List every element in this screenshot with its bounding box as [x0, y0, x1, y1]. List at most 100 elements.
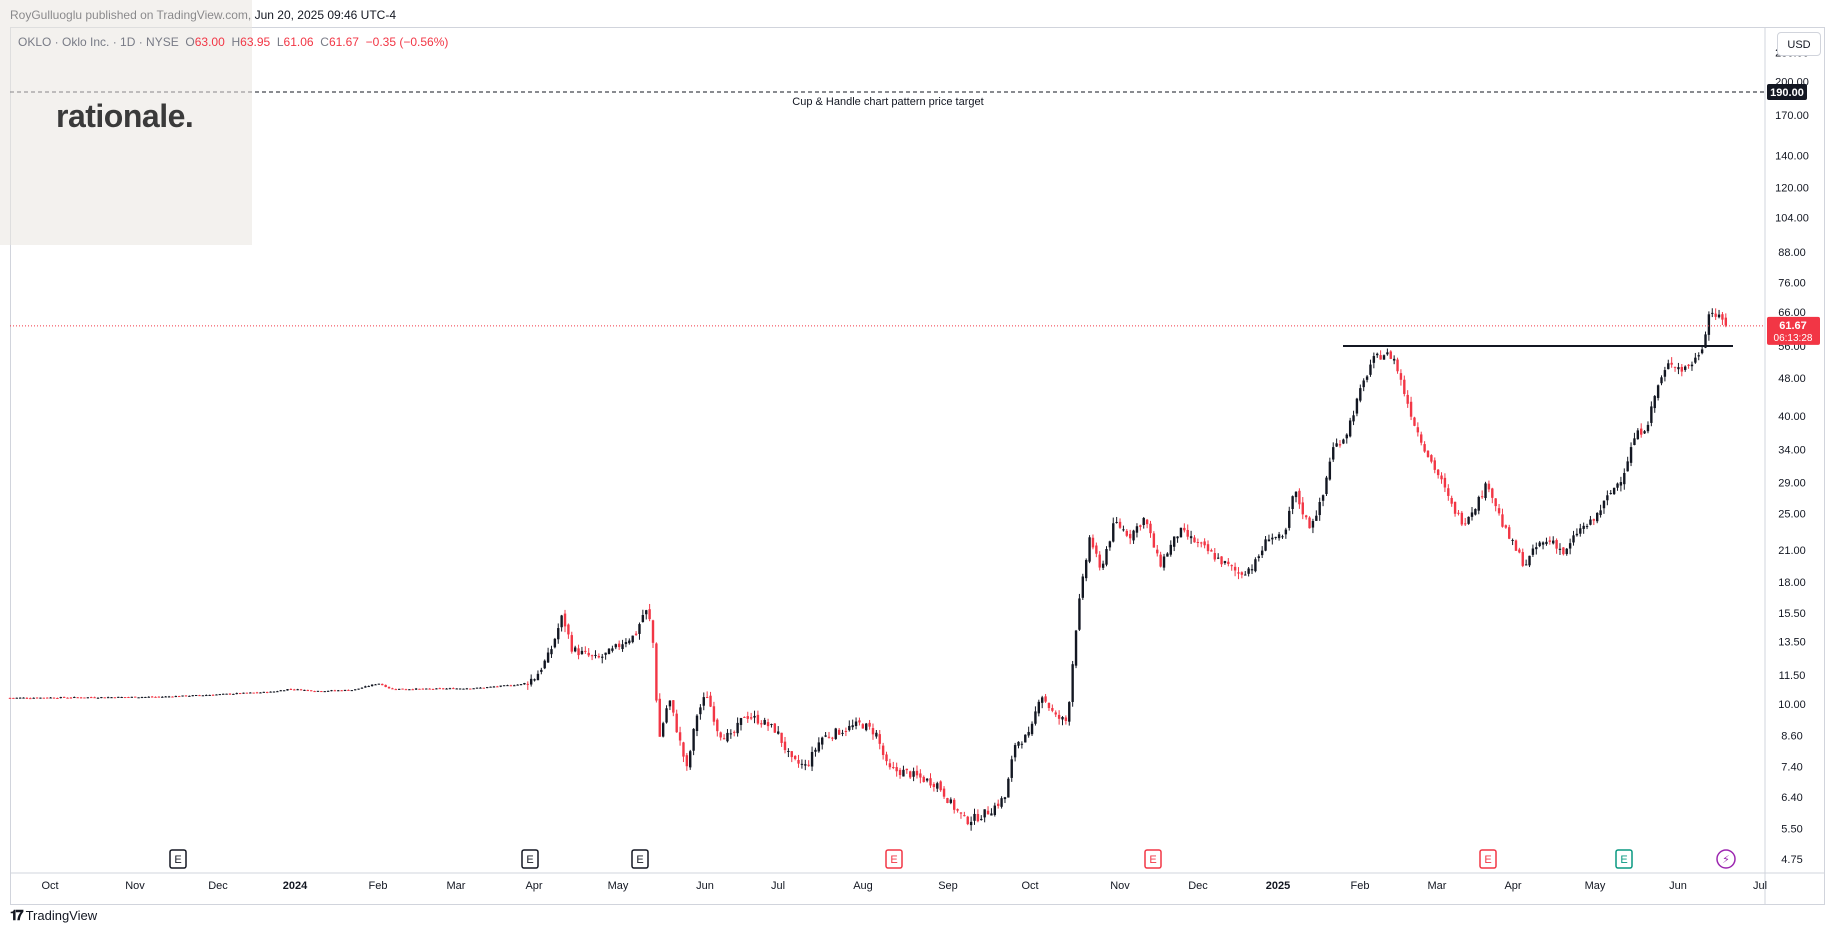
time-tick-label: Jun — [1669, 880, 1687, 892]
flash-icon: ⚡ — [1722, 853, 1730, 866]
price-tick-label: 140.00 — [1775, 151, 1809, 163]
candle-body — [35, 697, 39, 699]
candle-body — [1057, 714, 1061, 719]
candle-body — [1690, 364, 1694, 367]
candle-body — [1430, 455, 1433, 462]
candle-body — [215, 694, 218, 696]
candle-body — [255, 692, 259, 694]
candle-body — [228, 693, 232, 695]
candle-body — [320, 691, 323, 693]
currency-button[interactable]: USD — [1777, 32, 1821, 56]
candle-body — [1667, 363, 1670, 370]
candle-body — [682, 742, 685, 757]
candle-body — [1491, 488, 1494, 498]
candle-body — [1271, 537, 1274, 540]
earnings-event-marker[interactable] — [885, 849, 903, 869]
earnings-event-marker[interactable] — [631, 849, 649, 869]
symbol-legend[interactable]: OKLO · Oklo Inc. · 1D · NYSE O63.00 H63.… — [18, 35, 448, 49]
candle-body — [665, 708, 668, 723]
candle-body — [93, 697, 96, 699]
earnings-event-marker[interactable] — [1479, 849, 1497, 869]
candle-body — [1135, 526, 1139, 533]
candle-body — [766, 722, 770, 727]
candle-body — [242, 692, 245, 694]
candle-body — [1443, 477, 1447, 488]
candle-body — [1575, 533, 1579, 536]
candle-body — [208, 694, 211, 696]
candle-body — [462, 688, 465, 690]
candle-body — [1115, 521, 1118, 523]
candle-body — [1470, 512, 1474, 517]
candle-body — [1274, 536, 1277, 538]
candle-body — [1487, 483, 1491, 490]
legend-low: L61.06 — [276, 35, 314, 49]
candle-body — [465, 688, 469, 690]
candle-body — [1535, 547, 1538, 550]
symbol-name[interactable]: OKLO · Oklo Inc. · 1D · NYSE — [18, 35, 179, 49]
candle-body — [1206, 544, 1210, 552]
candle-body — [1308, 517, 1311, 529]
candle-body — [743, 716, 746, 718]
candle-body — [15, 697, 18, 699]
candle-body — [1545, 541, 1548, 545]
candle-body — [1372, 356, 1376, 363]
candle-body — [1254, 559, 1257, 572]
price-axis[interactable]: 4.75 5.50 6.40 7.40 8.60 10.00 11.50 13.50 15.50… — [1775, 47, 1809, 865]
price-tick-label: 8.60 — [1781, 730, 1802, 742]
candle-body — [1568, 543, 1572, 549]
candle-body — [733, 731, 736, 733]
tradingview-icon: 𝟏𝟕 — [10, 907, 24, 923]
candle-body — [1640, 428, 1643, 435]
candle-body — [425, 688, 428, 690]
earnings-event-marker[interactable] — [1144, 849, 1162, 869]
candle-body — [404, 689, 408, 691]
time-tick-label: Apr — [525, 880, 542, 892]
legend-close: C61.67 — [320, 35, 359, 49]
candle-body — [174, 696, 178, 698]
tradingview-logo[interactable]: 𝟏𝟕 TradingView — [10, 907, 97, 924]
candle-body — [259, 692, 262, 694]
candle-body — [1416, 427, 1420, 433]
candle-body — [567, 624, 570, 635]
earnings-event-marker[interactable] — [1615, 849, 1633, 869]
earnings-event-marker[interactable] — [169, 849, 187, 869]
candle-body — [326, 690, 330, 692]
candle-body — [1619, 482, 1623, 486]
candle-body — [353, 689, 357, 691]
price-target-annotation[interactable]: Cup & Handle chart pattern price target — [792, 96, 983, 108]
candle-body — [1447, 488, 1450, 496]
candle-body — [147, 696, 150, 698]
candle-body — [1592, 519, 1596, 521]
candle-body — [1717, 314, 1721, 318]
earnings-event-marker[interactable] — [521, 849, 539, 869]
time-axis[interactable]: Oct Nov Dec 2024 Feb Mar Apr May Jun Jul Aug Sep Oct… — [41, 880, 1767, 892]
candle-body — [1017, 741, 1020, 746]
candle-body — [692, 728, 695, 751]
candle-body — [678, 732, 682, 741]
candle-body — [1071, 664, 1074, 702]
flash-event-marker[interactable] — [1716, 849, 1736, 869]
candle-body — [489, 686, 492, 688]
price-tick-label: 120.00 — [1775, 183, 1809, 195]
candle-body — [198, 695, 201, 697]
candle-body — [584, 650, 587, 652]
earnings-label: E — [1149, 854, 1156, 866]
candle-body — [482, 687, 485, 689]
candle-body — [1003, 797, 1007, 800]
candle-body — [1321, 495, 1325, 501]
price-tick-label: 76.00 — [1778, 277, 1806, 289]
candle-body — [1118, 521, 1122, 528]
candle-body — [1643, 431, 1646, 434]
candle-body — [817, 742, 821, 752]
candle-body — [1379, 355, 1382, 360]
candle-body — [888, 763, 892, 768]
candle-body — [506, 685, 509, 687]
candle-body — [1125, 530, 1128, 536]
candle-body — [266, 691, 269, 693]
time-tick-label: 2024 — [283, 880, 308, 892]
candle-body — [929, 778, 932, 786]
candle-body — [844, 730, 848, 732]
candle-body — [1433, 460, 1436, 470]
candle-body — [1413, 417, 1416, 426]
